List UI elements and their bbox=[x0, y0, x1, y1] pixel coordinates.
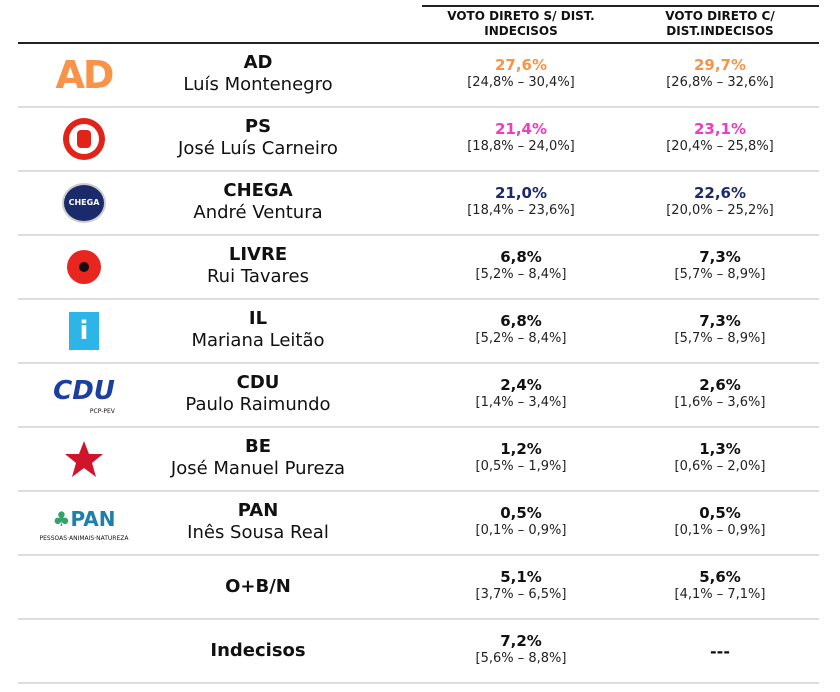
party-name: PAN bbox=[237, 500, 279, 521]
party-name: CDU bbox=[236, 372, 280, 393]
be-star-logo bbox=[38, 432, 130, 486]
leader-name: André Ventura bbox=[193, 202, 323, 223]
table-row: LIVRE Rui Tavares 6,8% [5,2% – 8,4%] 7,3% [5,… bbox=[18, 236, 819, 300]
table-row: Indecisos 7,2% [5,6% – 8,8%] --- bbox=[18, 620, 819, 684]
confidence-interval: [4,1% – 7,1%] bbox=[674, 587, 766, 602]
cdu-logo-subtext: PCP-PEV bbox=[89, 407, 115, 415]
leader-name: Rui Tavares bbox=[206, 266, 309, 287]
leader-name: Inês Sousa Real bbox=[187, 522, 329, 543]
vote-share-with-distribution: 1,3% bbox=[699, 440, 741, 458]
vote-share-without-distribution: 2,4% bbox=[500, 376, 542, 394]
vote-share-with-distribution: 7,3% bbox=[699, 248, 741, 266]
leader-name: José Manuel Pureza bbox=[170, 458, 346, 479]
top-rule bbox=[422, 5, 819, 7]
party-name: PS bbox=[244, 116, 272, 137]
party-name: CHEGA bbox=[223, 180, 293, 201]
vote-share-with-distribution: 23,1% bbox=[693, 120, 747, 138]
confidence-interval: [0,1% – 0,9%] bbox=[674, 523, 766, 538]
table-row: PS José Luís Carneiro 21,4% [18,8% – 24,0%]… bbox=[18, 108, 819, 172]
confidence-interval: [5,2% – 8,4%] bbox=[475, 267, 567, 282]
header-col1: VOTO DIRETO S/ DIST. INDECISOS bbox=[447, 9, 595, 38]
ps-logo bbox=[38, 112, 130, 166]
leader-name: Luís Montenegro bbox=[183, 74, 333, 95]
confidence-interval: [20,4% – 25,8%] bbox=[666, 139, 774, 154]
vote-share-without-distribution: 27,6% bbox=[494, 56, 548, 74]
vote-share-with-distribution: 7,3% bbox=[699, 312, 741, 330]
confidence-interval: [5,7% – 8,9%] bbox=[674, 267, 766, 282]
confidence-interval: [0,1% – 0,9%] bbox=[475, 523, 567, 538]
leader-name: Paulo Raimundo bbox=[185, 394, 331, 415]
confidence-interval: [20,0% – 25,2%] bbox=[666, 203, 774, 218]
pan-logo-subtext: PESSOAS·ANIMAIS·NATUREZA bbox=[39, 534, 129, 542]
cdu-logo: CDU PCP-PEV bbox=[38, 368, 130, 422]
vote-share-without-distribution: 6,8% bbox=[500, 312, 542, 330]
party-name: Indecisos bbox=[210, 640, 306, 661]
leader-name: José Luís Carneiro bbox=[178, 138, 338, 159]
livre-poppy-logo bbox=[38, 240, 130, 294]
table-row: O+B/N 5,1% [3,7% – 6,5%] 5,6% [4,1% – 7,1%] bbox=[18, 556, 819, 620]
table-row: i IL Mariana Leitão 6,8% [5,2% – 8,4%] 7,3% [5… bbox=[18, 300, 819, 364]
vote-share-with-distribution: 0,5% bbox=[699, 504, 741, 522]
pan-logo-text: PAN bbox=[70, 506, 116, 531]
confidence-interval: [0,6% – 2,0%] bbox=[674, 459, 766, 474]
table-row: CDU PCP-PEV CDU Paulo Raimundo 2,4% [1,4% – 3… bbox=[18, 364, 819, 428]
party-name: BE bbox=[244, 436, 271, 457]
confidence-interval: [26,8% – 32,6%] bbox=[666, 75, 774, 90]
vote-share-without-distribution: 1,2% bbox=[500, 440, 542, 458]
party-name: IL bbox=[248, 308, 268, 329]
party-name: O+B/N bbox=[225, 576, 291, 597]
table-row: AD AD Luís Montenegro 27,6% [24,8% – 30,4%] 2… bbox=[18, 44, 819, 108]
vote-share-with-distribution: 2,6% bbox=[699, 376, 741, 394]
confidence-interval: [3,7% – 6,5%] bbox=[475, 587, 567, 602]
pan-logo: ♣PAN PESSOAS·ANIMAIS·NATUREZA bbox=[39, 506, 129, 542]
vote-share-with-distribution: --- bbox=[710, 642, 730, 661]
confidence-interval: [5,2% – 8,4%] bbox=[475, 331, 567, 346]
cdu-logo-text: CDU bbox=[53, 375, 115, 406]
vote-share-without-distribution: 6,8% bbox=[500, 248, 542, 266]
vote-share-without-distribution: 21,0% bbox=[494, 184, 548, 202]
leader-name: Mariana Leitão bbox=[191, 330, 325, 351]
confidence-interval: [18,8% – 24,0%] bbox=[467, 139, 575, 154]
table-row: BE José Manuel Pureza 1,2% [0,5% – 1,9%] 1,3… bbox=[18, 428, 819, 492]
vote-share-without-distribution: 21,4% bbox=[494, 120, 548, 138]
il-logo: i bbox=[38, 304, 130, 358]
party-name: LIVRE bbox=[228, 244, 288, 265]
confidence-interval: [0,5% – 1,9%] bbox=[475, 459, 567, 474]
vote-share-without-distribution: 7,2% bbox=[500, 632, 542, 650]
table-row: ♣PAN PESSOAS·ANIMAIS·NATUREZA PAN Inês Sous… bbox=[18, 492, 819, 556]
confidence-interval: [5,6% – 8,8%] bbox=[475, 651, 567, 666]
header-rule bbox=[18, 42, 819, 44]
ad-logo: AD bbox=[55, 53, 115, 97]
confidence-interval: [1,4% – 3,4%] bbox=[475, 395, 567, 410]
confidence-interval: [1,6% – 3,6%] bbox=[674, 395, 766, 410]
party-name: AD bbox=[243, 52, 273, 73]
confidence-interval: [24,8% – 30,4%] bbox=[467, 75, 575, 90]
vote-share-without-distribution: 5,1% bbox=[500, 568, 542, 586]
chega-logo: CHEGA bbox=[38, 176, 130, 230]
header-col2: VOTO DIRETO C/ DIST.INDECISOS bbox=[665, 9, 775, 38]
confidence-interval: [18,4% – 23,6%] bbox=[467, 203, 575, 218]
vote-share-with-distribution: 5,6% bbox=[699, 568, 741, 586]
vote-share-with-distribution: 29,7% bbox=[693, 56, 747, 74]
vote-share-without-distribution: 0,5% bbox=[500, 504, 542, 522]
confidence-interval: [5,7% – 8,9%] bbox=[674, 331, 766, 346]
chega-logo-text: CHEGA bbox=[62, 183, 106, 223]
vote-share-with-distribution: 22,6% bbox=[693, 184, 747, 202]
table-row: CHEGA CHEGA André Ventura 21,0% [18,4% – 23,… bbox=[18, 172, 819, 236]
